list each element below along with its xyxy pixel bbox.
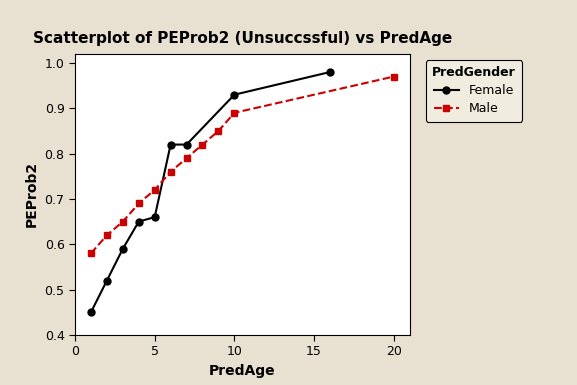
Male	[231, 110, 238, 115]
Male	[390, 74, 397, 79]
Female	[119, 246, 126, 251]
Female	[167, 142, 174, 147]
X-axis label: PredAge: PredAge	[209, 364, 276, 378]
Female	[151, 215, 158, 219]
Male	[88, 251, 95, 256]
Male	[199, 142, 206, 147]
Y-axis label: PEProb2: PEProb2	[25, 161, 39, 228]
Female	[183, 142, 190, 147]
Line: Male: Male	[88, 73, 397, 257]
Female	[231, 92, 238, 97]
Female	[88, 310, 95, 315]
Male	[119, 219, 126, 224]
Male	[135, 201, 142, 206]
Male	[151, 187, 158, 192]
Title: Scatterplot of PEProb2 (Unsuccssful) vs PredAge: Scatterplot of PEProb2 (Unsuccssful) vs …	[33, 31, 452, 46]
Female	[103, 278, 110, 283]
Male	[103, 233, 110, 238]
Male	[215, 129, 222, 133]
Line: Female: Female	[88, 69, 334, 316]
Female	[327, 70, 334, 74]
Legend: Female, Male: Female, Male	[426, 60, 522, 122]
Male	[183, 156, 190, 161]
Male	[167, 169, 174, 174]
Female	[135, 219, 142, 224]
